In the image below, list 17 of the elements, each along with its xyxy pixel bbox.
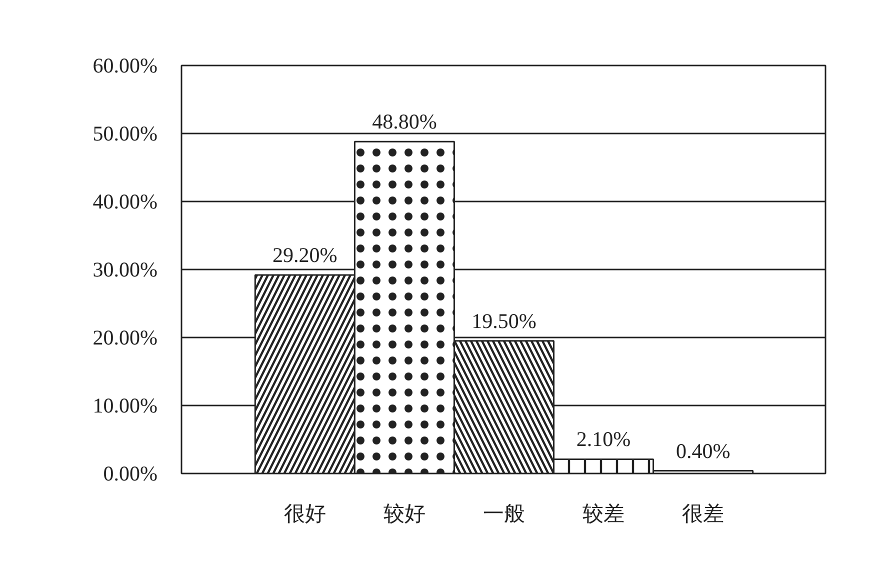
data-label: 29.20% xyxy=(272,242,338,267)
x-tick-label: 较好 xyxy=(383,502,426,526)
data-label: 48.80% xyxy=(372,110,437,134)
data-label: 0.40% xyxy=(676,438,730,463)
y-tick-label: 40.00% xyxy=(92,190,158,214)
x-tick-label: 很好 xyxy=(284,502,326,526)
x-tick-label: 较差 xyxy=(582,502,625,526)
y-tick-label: 50.00% xyxy=(92,122,158,146)
data-label: 19.50% xyxy=(472,308,536,333)
y-tick-label: 10.00% xyxy=(92,394,158,418)
data-label: 2.10% xyxy=(576,427,631,452)
y-tick-label: 60.00% xyxy=(92,54,158,78)
y-tick-label: 20.00% xyxy=(92,326,158,350)
x-tick-label: 一般 xyxy=(483,502,525,526)
y-tick-label: 30.00% xyxy=(92,258,158,282)
x-tick-label: 很差 xyxy=(682,502,724,526)
y-tick-label: 0.00% xyxy=(103,462,158,486)
